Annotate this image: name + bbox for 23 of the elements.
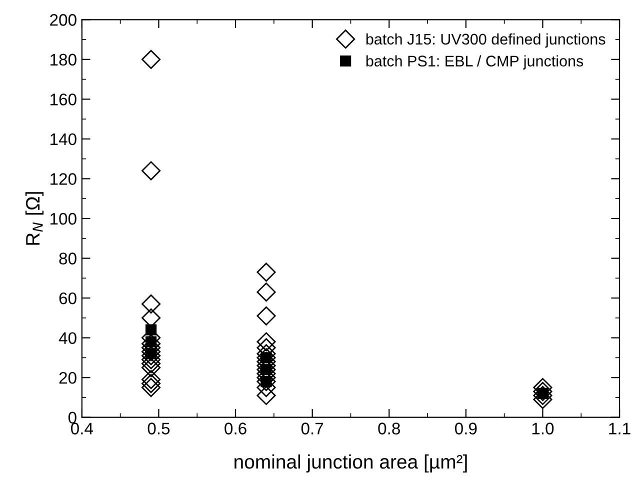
x-tick-label: 0.8 [378, 422, 400, 434]
y-tick-label: 140 [50, 133, 76, 146]
y-tick-label: 80 [59, 252, 76, 264]
y-tick-label: 120 [50, 173, 76, 185]
y-tick-label: 160 [50, 94, 76, 106]
y-tick-label: 200 [50, 14, 76, 26]
legend-label: batch PS1: EBL / CMP junctions [366, 55, 584, 70]
y-tick-label: 0 [68, 412, 76, 424]
y-tick-label: 180 [50, 54, 76, 66]
y-tick-label: 60 [59, 292, 76, 304]
y-axis-title: R$_{N}$ [Ω] [25, 192, 44, 245]
y-tick-label: 40 [58, 332, 76, 344]
x-axis-title: nominal junction area [µm²] [234, 454, 467, 473]
legend-label: batch J15: UV300 defined junctions [366, 33, 606, 48]
x-tick-label: 0.9 [454, 422, 477, 434]
x-tick-label: 0.6 [224, 422, 246, 434]
y-tick-label: 20 [59, 372, 76, 384]
x-tick-label: 0.7 [301, 422, 324, 434]
x-tick-label: 0.5 [148, 422, 170, 434]
x-tick-label: 1.0 [532, 422, 554, 434]
x-tick-label: 0.4 [70, 422, 94, 434]
y-tick-label: 100 [50, 212, 76, 225]
x-tick-label: 1.1 [609, 422, 630, 434]
